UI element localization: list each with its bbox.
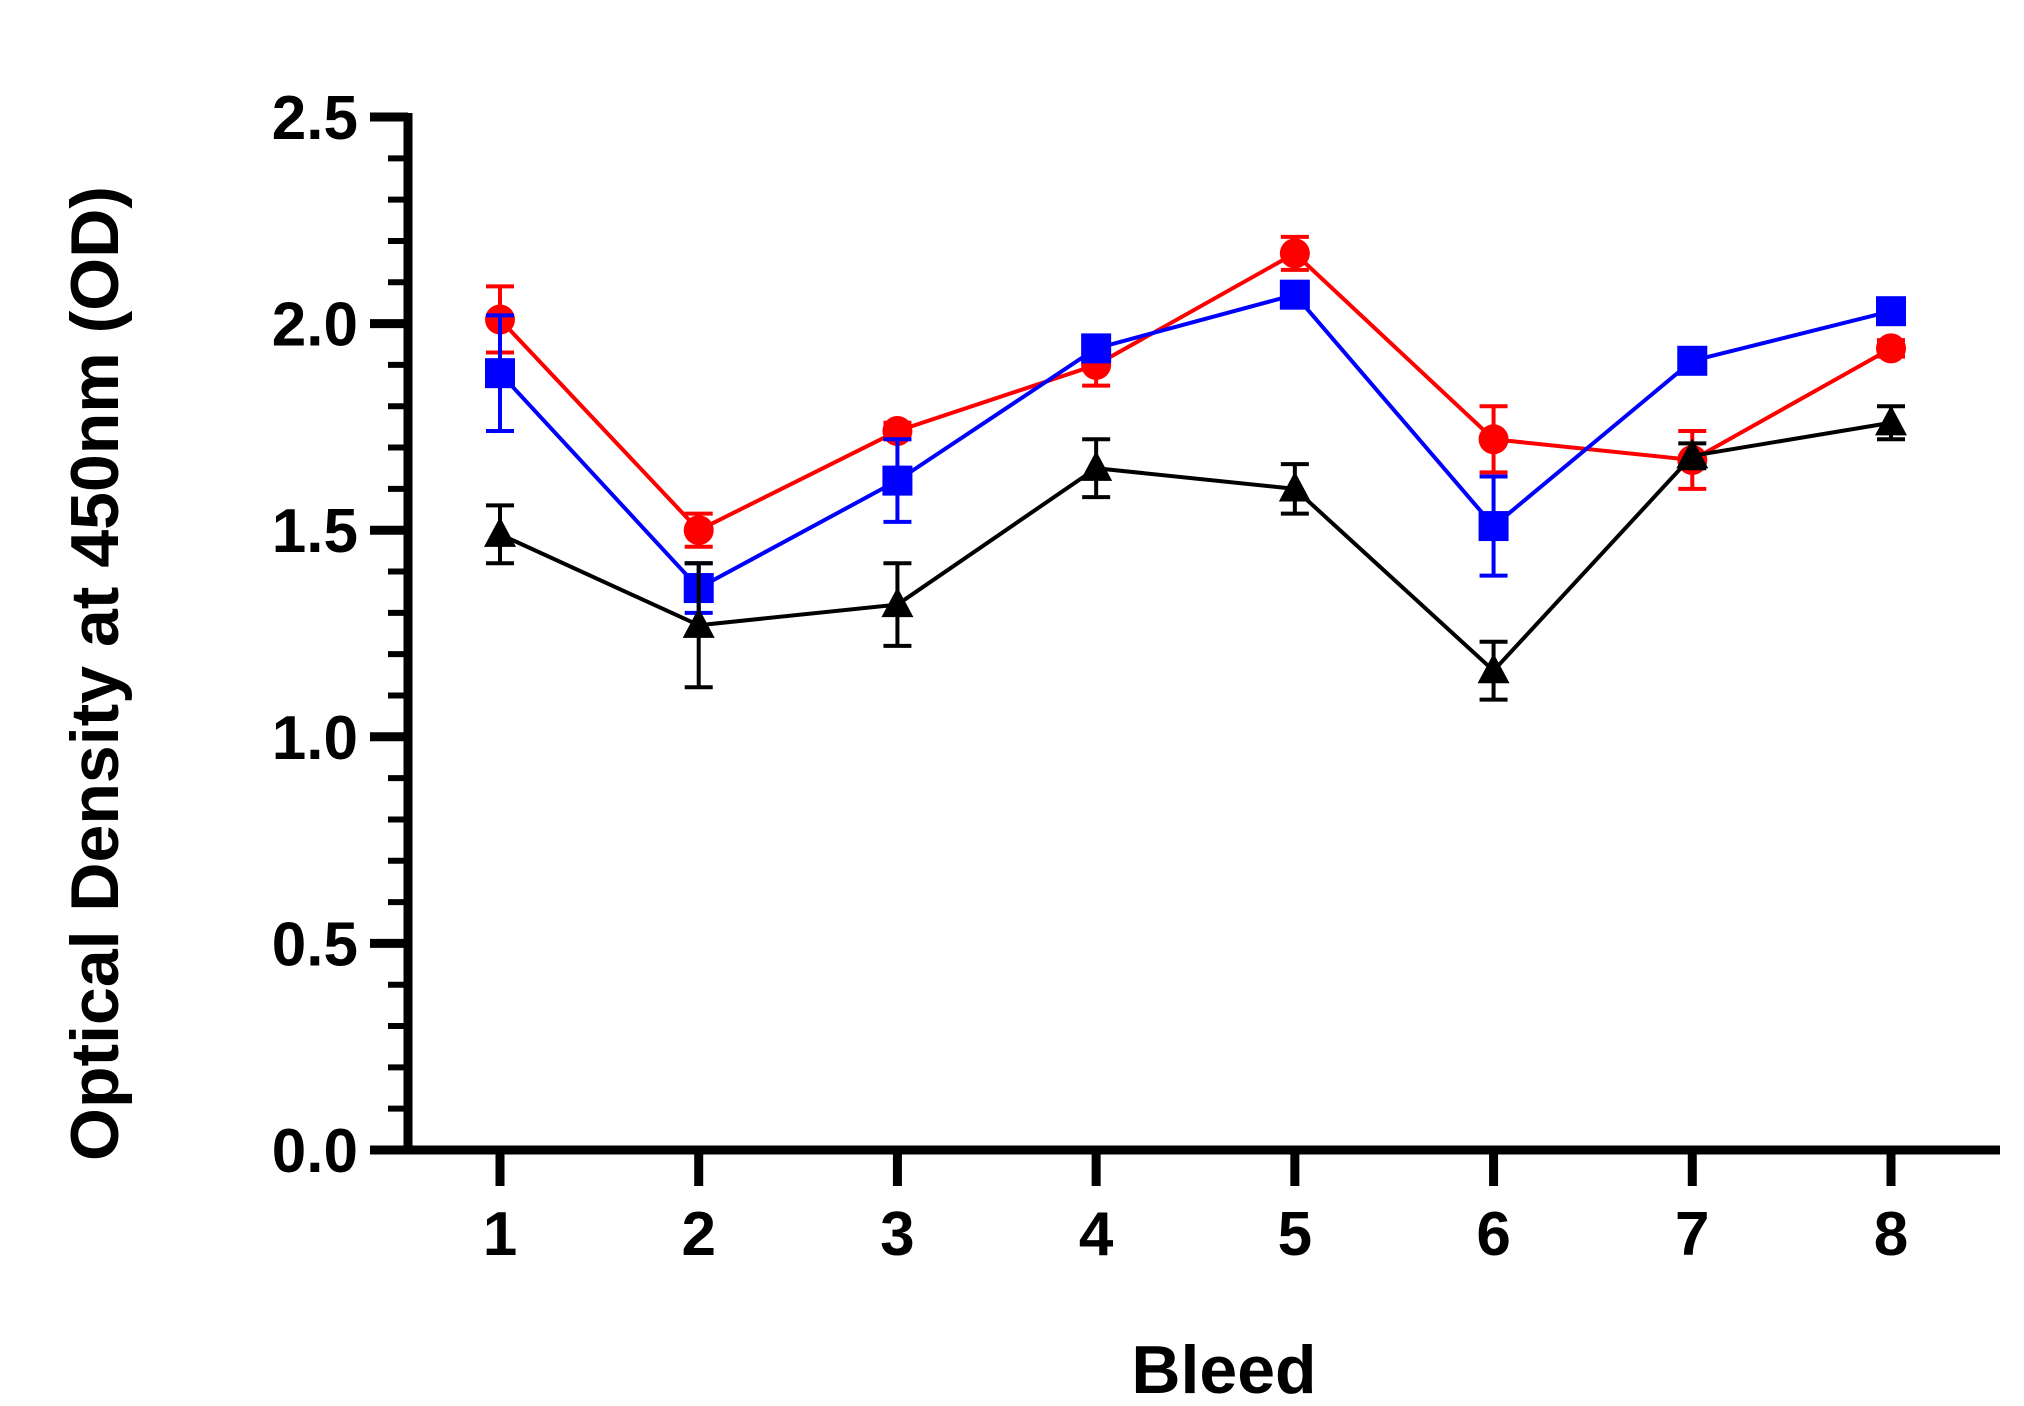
- y-tick-label: 2.0: [272, 291, 358, 360]
- data-point: [485, 358, 515, 389]
- x-tick-label: 6: [1476, 1200, 1510, 1269]
- data-point: [1279, 238, 1310, 269]
- data-point: [1676, 438, 1709, 469]
- x-axis: 1 2 3 4 5 6 7 8: [404, 1145, 2000, 1269]
- y-axis: 0.0 0.5 1.0 1.5 2.0 2.5: [272, 84, 413, 1186]
- y-tick-label: 0.5: [272, 910, 358, 979]
- x-tick-label: 2: [681, 1200, 715, 1269]
- y-axis-title: Optical Density at 450nm (OD): [57, 186, 133, 1161]
- data-point: [1875, 405, 1907, 436]
- y-tick-label: 1.5: [272, 497, 358, 566]
- data-point: [682, 607, 715, 638]
- data-point: [881, 587, 914, 618]
- data-point: [1478, 511, 1509, 542]
- series-black: [484, 404, 1907, 702]
- data-point: [1279, 279, 1310, 310]
- series-line: [498, 251, 1892, 533]
- x-axis-title: Bleed: [1131, 1332, 1316, 1406]
- data-point: [1278, 471, 1311, 502]
- data-point: [1081, 333, 1112, 364]
- series-red: [485, 234, 1906, 549]
- data-point: [1477, 653, 1510, 684]
- y-tick-label: 2.5: [272, 84, 358, 153]
- x-tick-label: 8: [1874, 1200, 1908, 1269]
- series-line: [499, 420, 1892, 673]
- data-point: [1080, 450, 1113, 481]
- y-tick-label: 0.0: [272, 1117, 358, 1186]
- x-tick-label: 7: [1675, 1200, 1709, 1269]
- data-series: [484, 234, 1907, 702]
- y-tick-label: 1.0: [272, 704, 358, 773]
- x-tick-label: 1: [483, 1200, 517, 1269]
- data-point: [1478, 424, 1509, 455]
- data-point: [882, 465, 913, 496]
- x-tick-label: 5: [1278, 1200, 1312, 1269]
- series-line: [498, 292, 1892, 591]
- data-point: [683, 515, 714, 546]
- data-point: [1876, 333, 1906, 364]
- data-point: [1876, 296, 1906, 327]
- data-point: [1677, 345, 1708, 376]
- series-blue: [485, 279, 1906, 615]
- x-tick-label: 4: [1079, 1200, 1114, 1269]
- data-point: [484, 516, 516, 547]
- x-tick-label: 3: [880, 1200, 914, 1269]
